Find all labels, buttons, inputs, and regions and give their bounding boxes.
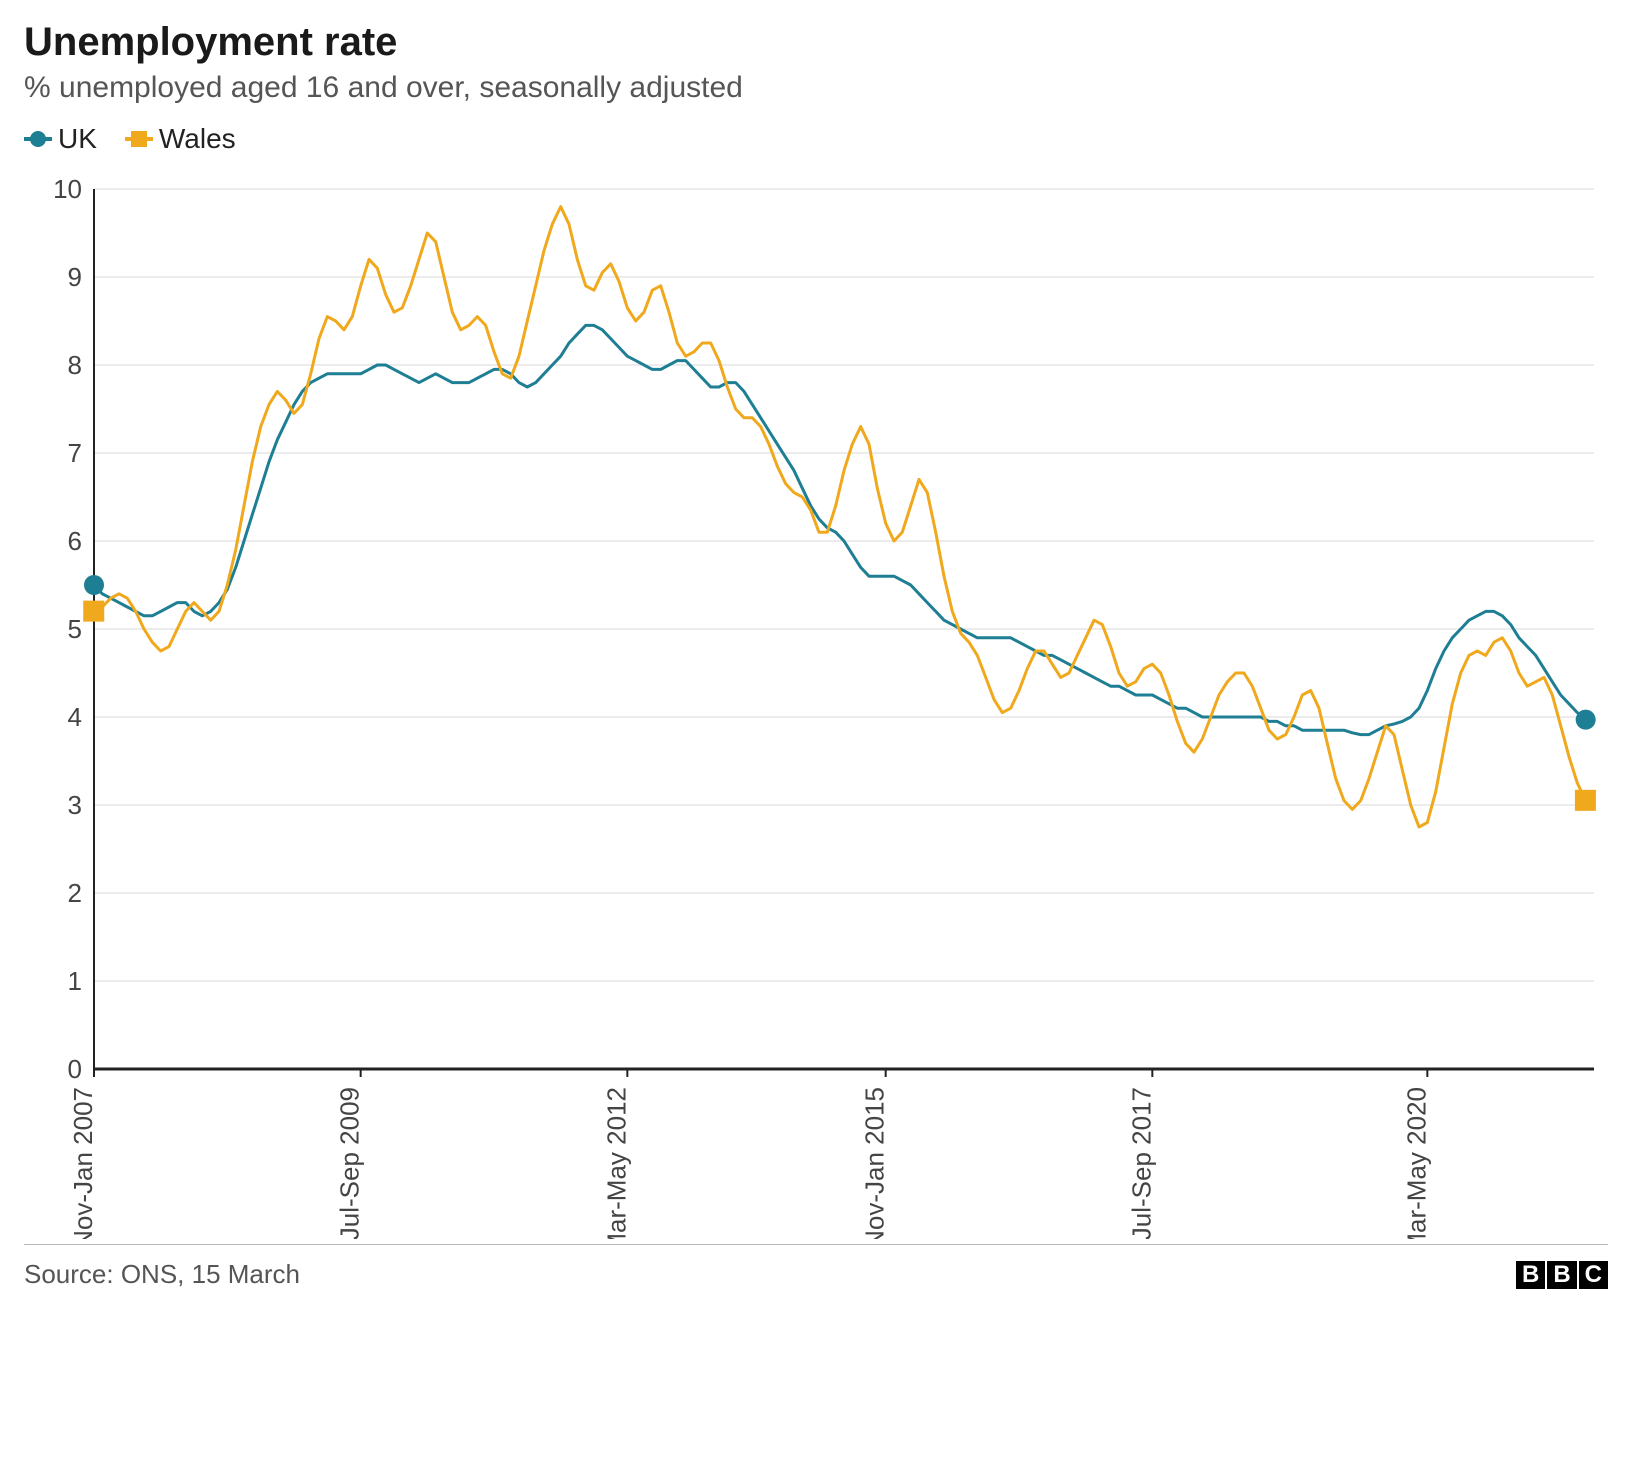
legend-item-uk: UK	[24, 123, 97, 155]
bbc-logo-block: C	[1579, 1261, 1608, 1289]
legend-item-wales: Wales	[125, 123, 236, 155]
legend-label: UK	[58, 123, 97, 155]
line-chart: 0 1 2 3 4 5 6 7 8 9 10 Nov-Jan 2007 Jul-Sep 2009 Mar-…	[24, 179, 1608, 1239]
circle-marker-icon	[30, 131, 46, 147]
x-tick-label: Jul-Sep 2009	[335, 1087, 365, 1239]
chart-title: Unemployment rate	[24, 20, 1608, 65]
y-tick-label: 2	[68, 878, 82, 908]
chart-subtitle: % unemployed aged 16 and over, seasonall…	[24, 71, 1608, 105]
bbc-logo-block: B	[1516, 1261, 1545, 1289]
x-tick-label: Nov-Jan 2007	[68, 1087, 98, 1239]
y-tick-label: 1	[68, 966, 82, 996]
y-tick-label: 4	[68, 702, 82, 732]
chart-container: Unemployment rate % unemployed aged 16 a…	[0, 0, 1632, 1298]
y-tick-label: 8	[68, 350, 82, 380]
legend: UK Wales	[24, 123, 1608, 155]
y-tick-label: 5	[68, 614, 82, 644]
square-marker-icon	[131, 131, 147, 147]
chart-footer: Source: ONS, 15 March BBC	[24, 1244, 1608, 1290]
bbc-logo: BBC	[1514, 1261, 1608, 1289]
source-label: Source: ONS, 15 March	[24, 1259, 300, 1290]
y-tick-label: 9	[68, 262, 82, 292]
x-tick-label: Nov-Jan 2015	[860, 1087, 890, 1239]
y-tick-label: 7	[68, 438, 82, 468]
series-marker-uk	[84, 575, 104, 595]
legend-label: Wales	[159, 123, 236, 155]
y-tick-label: 0	[68, 1054, 82, 1084]
bbc-logo-block: B	[1547, 1261, 1576, 1289]
y-tick-label: 6	[68, 526, 82, 556]
x-tick-label: Mar-May 2020	[1401, 1087, 1431, 1239]
series-marker-uk	[1576, 710, 1596, 730]
y-tick-label: 3	[68, 790, 82, 820]
x-tick-label: Mar-May 2012	[601, 1087, 631, 1239]
x-tick-label: Jul-Sep 2017	[1126, 1087, 1156, 1239]
series-marker-wales	[1575, 790, 1596, 811]
series-marker-wales	[83, 601, 104, 622]
series-line-uk	[94, 325, 1586, 734]
y-tick-label: 10	[53, 179, 82, 204]
